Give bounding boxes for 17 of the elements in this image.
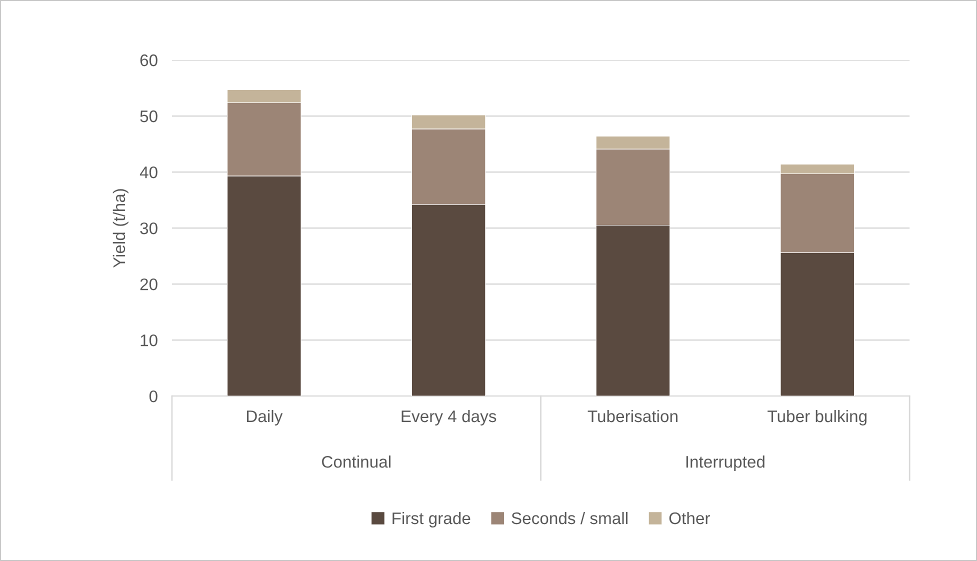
x-tick-label: Daily <box>247 410 283 426</box>
y-tick-label: 20 <box>140 278 158 290</box>
y-tick-label: 0 <box>149 390 158 402</box>
y-tick-label: 10 <box>140 334 158 346</box>
legend-label: Seconds / small <box>512 512 628 524</box>
y-tick-label: 50 <box>140 110 158 122</box>
legend-label: First grade <box>392 512 470 528</box>
y-tick-label: 30 <box>140 222 158 234</box>
x-tick-label: Tuberisation <box>588 410 678 422</box>
x-tick-label: Every 4 days <box>402 410 496 426</box>
y-tick-label: 60 <box>140 54 158 66</box>
legend-label: Other <box>669 512 710 524</box>
text: Interrupted <box>686 456 764 472</box>
y-tick-label: 40 <box>140 166 158 178</box>
y-axis-title: Yield (t/ha) <box>112 189 128 268</box>
x-tick-label: Tuber bulking <box>768 410 866 426</box>
text: Continual <box>322 456 390 468</box>
